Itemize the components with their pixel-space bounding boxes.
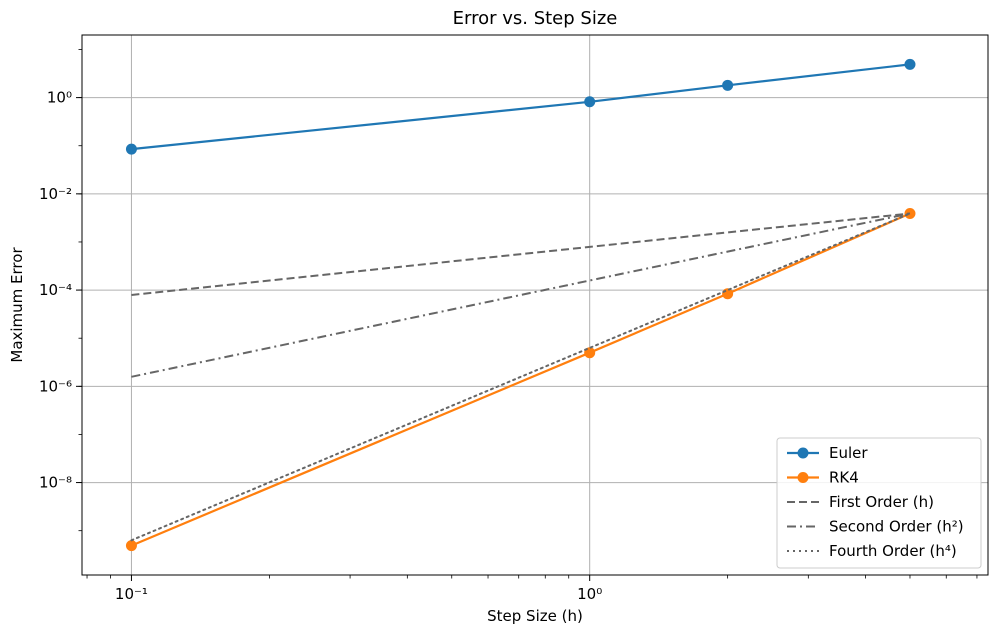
series-second bbox=[131, 212, 911, 378]
chart-title: Error vs. Step Size bbox=[453, 8, 618, 29]
series-line bbox=[131, 212, 911, 378]
y-tick-label: 10⁻² bbox=[39, 185, 72, 203]
data-point bbox=[125, 540, 137, 552]
legend-item: RK4 bbox=[787, 469, 859, 487]
y-tick-label: 10⁻⁴ bbox=[39, 281, 72, 299]
y-axis-label: Maximum Error bbox=[8, 247, 26, 363]
x-tick-label: 10⁰ bbox=[577, 585, 602, 603]
y-tick-label: 10⁻⁶ bbox=[39, 377, 72, 395]
x-tick-label: 10⁻¹ bbox=[115, 585, 148, 603]
legend: Euler RK4 First Order (h) Second Order (h²)… bbox=[776, 437, 982, 569]
series-line bbox=[131, 212, 911, 296]
series-euler bbox=[125, 58, 916, 155]
y-tick-label: 10⁻⁸ bbox=[39, 474, 72, 492]
legend-marker bbox=[797, 447, 809, 459]
series-line bbox=[130, 212, 911, 542]
data-point bbox=[904, 58, 916, 70]
x-axis-label: Step Size (h) bbox=[487, 607, 583, 625]
legend-label: Fourth Order (h⁴) bbox=[829, 542, 957, 560]
data-point bbox=[722, 79, 734, 91]
legend-marker bbox=[797, 472, 809, 483]
ticks: 10⁻¹ 10⁰ 10⁰ 10⁻² 10⁻⁴ 10⁻⁶ 10⁻⁸ bbox=[39, 49, 978, 603]
legend-label: Euler bbox=[829, 444, 868, 462]
series-fourth bbox=[130, 212, 911, 542]
data-point bbox=[722, 288, 734, 300]
series-first bbox=[131, 212, 911, 296]
plot-frame bbox=[81, 34, 989, 576]
y-tick-label: 10⁰ bbox=[47, 89, 72, 107]
legend-item: Fourth Order (h⁴) bbox=[787, 542, 957, 560]
legend-item: Second Order (h²) bbox=[787, 518, 964, 536]
legend-item: First Order (h) bbox=[787, 493, 934, 511]
data-point bbox=[584, 96, 596, 108]
series-layer bbox=[125, 58, 916, 552]
legend-label: First Order (h) bbox=[829, 493, 934, 511]
series-line bbox=[130, 212, 911, 547]
series-rk4 bbox=[125, 208, 916, 552]
legend-box bbox=[776, 437, 982, 569]
legend-label: Second Order (h²) bbox=[829, 518, 964, 536]
series-line bbox=[131, 63, 911, 151]
grid bbox=[82, 35, 988, 575]
data-point bbox=[125, 143, 137, 155]
legend-label: RK4 bbox=[829, 469, 859, 487]
legend-item: Euler bbox=[787, 444, 868, 462]
